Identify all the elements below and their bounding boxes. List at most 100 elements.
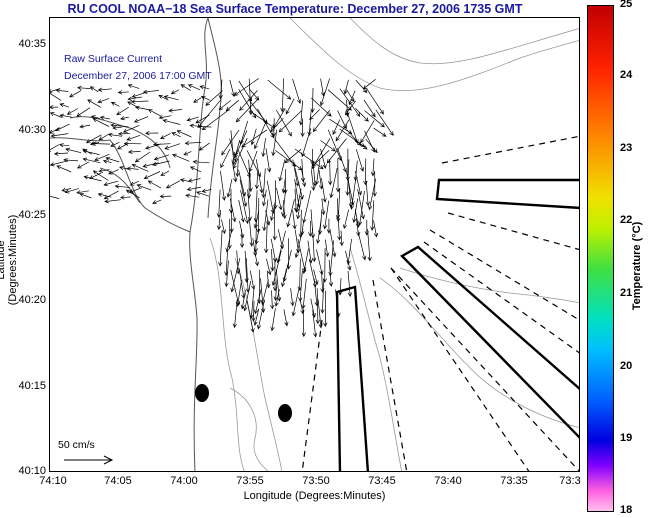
current-vector: [239, 220, 245, 239]
current-vector: [235, 98, 259, 123]
cb-tick-24: 24: [620, 69, 633, 81]
current-vector: [291, 289, 300, 317]
current-vector: [221, 219, 227, 235]
current-vector: [159, 194, 172, 199]
current-vector: [320, 140, 336, 152]
current-vector: [254, 288, 262, 315]
cb-tick-22: 22: [620, 214, 633, 226]
current-vector: [180, 84, 191, 91]
map-plot-area[interactable]: [49, 17, 580, 472]
current-vector: [91, 141, 111, 146]
current-vector: [110, 102, 120, 107]
current-vector: [257, 269, 262, 305]
current-vector: [59, 103, 70, 108]
current-vector: [119, 165, 130, 171]
current-vector: [267, 79, 292, 100]
current-vector: [294, 228, 304, 259]
current-vector: [50, 144, 60, 152]
current-vector: [63, 157, 79, 163]
current-vector: [176, 130, 192, 138]
current-vector: [266, 270, 271, 289]
current-vector: [185, 193, 200, 198]
current-vector: [266, 258, 272, 276]
current-vector: [83, 175, 102, 182]
current-vector: [239, 179, 248, 208]
current-vector: [345, 250, 352, 271]
current-vector: [294, 168, 304, 200]
current-vector: [104, 199, 122, 204]
current-vector: [323, 200, 330, 230]
cb-tick-25: 25: [620, 0, 633, 10]
station-marker-2: [278, 404, 292, 422]
current-vector: [160, 170, 170, 176]
x-tick-73-45: 73:45: [368, 475, 396, 487]
current-vector: [158, 94, 169, 101]
current-vector: [136, 184, 152, 191]
current-vector: [355, 79, 368, 94]
current-vector: [189, 166, 202, 173]
current-vector: [355, 140, 368, 150]
beam-polygon-1: [435, 178, 579, 210]
current-vector: [296, 197, 302, 220]
current-vector: [328, 159, 333, 186]
current-vector: [254, 229, 260, 245]
current-vector: [355, 149, 365, 172]
current-vector: [187, 178, 201, 183]
x-tick-73-50: 73:50: [302, 475, 330, 487]
current-vector: [285, 98, 295, 115]
current-vector: [327, 129, 342, 162]
current-vector: [131, 163, 149, 172]
current-vector: [342, 209, 349, 230]
vector-scale-label: 50 cm/s: [58, 439, 95, 451]
current-vector: [249, 110, 276, 129]
current-vector: [271, 118, 277, 138]
current-vector: [256, 197, 261, 234]
current-vector: [234, 139, 241, 157]
current-vector: [241, 129, 268, 148]
current-vector: [269, 200, 276, 222]
current-vector: [337, 148, 347, 173]
current-vector: [248, 159, 253, 193]
current-vector: [357, 190, 365, 226]
current-vector: [130, 99, 149, 104]
current-vector: [192, 159, 210, 165]
current-vector: [280, 268, 287, 288]
current-vector: [229, 138, 237, 162]
current-vector: [335, 119, 350, 142]
current-vector: [316, 249, 324, 276]
current-vector: [246, 300, 255, 333]
current-vector: [125, 189, 140, 199]
current-vector: [184, 140, 201, 146]
current-vector: [261, 168, 266, 199]
current-vector: [226, 179, 233, 198]
current-vector: [276, 230, 286, 264]
current-vector: [312, 309, 318, 338]
current-vector: [133, 116, 149, 123]
current-vector: [162, 118, 181, 125]
current-vector: [313, 278, 319, 307]
current-vector: [53, 151, 69, 156]
current-vector: [240, 290, 246, 310]
current-vector: [365, 180, 371, 207]
current-vector: [375, 109, 394, 136]
current-vector: [280, 78, 285, 113]
current-vector: [116, 106, 129, 116]
current-vector: [199, 85, 210, 90]
current-vector: [254, 170, 260, 190]
current-vector: [253, 308, 260, 326]
current-vector: [276, 188, 283, 211]
current-vector: [145, 143, 162, 150]
current-vector: [275, 109, 292, 137]
current-vector: [103, 180, 119, 187]
current-vector: [274, 138, 296, 168]
current-vector: [160, 133, 171, 139]
current-vector: [262, 199, 269, 232]
current-vector: [273, 108, 286, 129]
current-vector: [198, 142, 210, 151]
current-vector: [335, 158, 341, 193]
current-vector: [310, 169, 316, 191]
current-vector: [320, 148, 327, 169]
current-vector: [370, 158, 376, 177]
x-tick-73-55: 73:55: [236, 475, 264, 487]
current-vector: [225, 228, 233, 253]
